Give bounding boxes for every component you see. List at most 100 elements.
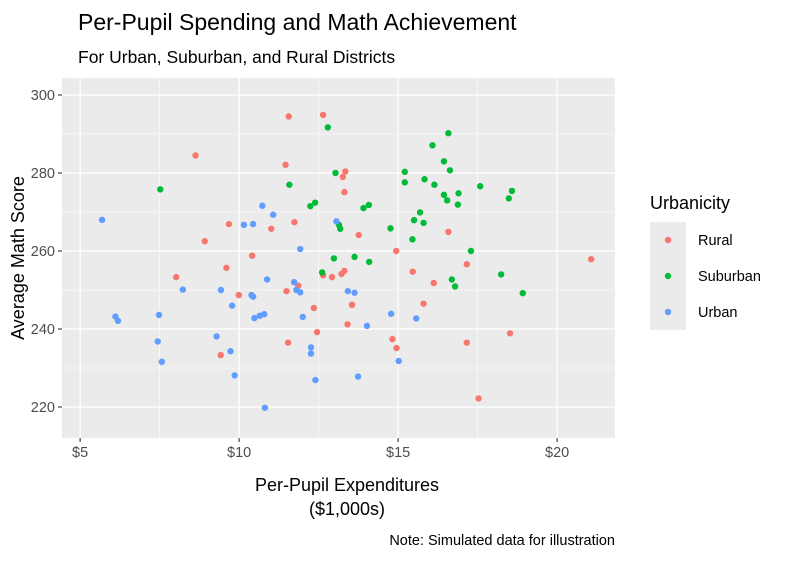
point-rural	[192, 152, 199, 159]
point-suburban	[454, 201, 462, 208]
axes: $5 $10 $15 $20 220 240 260 280 300	[31, 88, 569, 461]
point-urban	[259, 202, 266, 209]
point-suburban	[157, 186, 164, 193]
point-rural	[285, 113, 292, 120]
point-suburban	[409, 236, 416, 243]
point-suburban	[505, 195, 512, 202]
point-rural	[284, 339, 292, 346]
point-suburban	[476, 183, 484, 190]
point-suburban	[337, 225, 344, 232]
chart-caption: Note: Simulated data for illustration	[389, 533, 615, 549]
y-tick-label: 300	[31, 88, 55, 104]
point-suburban	[448, 276, 456, 283]
legend-marker-rural	[664, 236, 672, 244]
legend-title: Urbanicity	[650, 193, 730, 213]
point-urban	[296, 245, 304, 253]
point-rural	[319, 111, 327, 119]
point-urban	[114, 317, 122, 325]
legend-marker-suburban	[664, 272, 672, 280]
point-urban	[307, 350, 315, 357]
point-suburban	[401, 179, 409, 186]
point-rural	[235, 291, 243, 299]
point-rural	[268, 225, 275, 232]
point-urban	[387, 310, 395, 317]
point-rural	[172, 273, 180, 281]
point-urban	[179, 286, 187, 293]
point-urban	[158, 358, 166, 365]
point-rural	[409, 268, 416, 275]
point-urban	[344, 287, 352, 295]
point-urban	[263, 276, 271, 283]
point-suburban	[360, 204, 367, 212]
point-urban	[333, 218, 340, 225]
point-rural	[310, 304, 318, 312]
point-suburban	[440, 158, 448, 165]
point-suburban	[451, 283, 459, 290]
point-suburban	[330, 255, 338, 262]
point-suburban	[421, 176, 428, 183]
point-rural	[217, 351, 224, 359]
chart-subtitle: For Urban, Suburban, and Rural Districts	[78, 47, 395, 67]
point-urban	[213, 333, 220, 340]
point-rural	[389, 335, 396, 343]
point-urban	[299, 313, 306, 321]
point-suburban	[387, 225, 394, 232]
legend-label-urban: Urban	[698, 305, 738, 321]
point-rural	[313, 328, 321, 336]
point-urban	[261, 404, 269, 411]
point-suburban	[324, 124, 332, 131]
point-urban	[155, 311, 163, 319]
point-urban	[154, 338, 161, 345]
point-urban	[240, 221, 248, 229]
chart-title: Per-Pupil Spending and Math Achievement	[78, 9, 517, 35]
point-rural	[393, 344, 400, 352]
point-suburban	[401, 168, 409, 176]
point-suburban	[307, 202, 314, 210]
point-rural	[328, 273, 336, 281]
point-urban	[251, 314, 258, 322]
legend: Urbanicity Rural Suburban Urban	[650, 193, 761, 330]
point-rural	[291, 218, 298, 226]
legend-marker-urban	[664, 308, 672, 316]
point-urban	[413, 315, 420, 322]
point-rural	[587, 255, 595, 263]
point-rural	[445, 228, 452, 236]
point-suburban	[519, 289, 526, 297]
point-rural	[342, 168, 349, 175]
point-rural	[506, 330, 514, 337]
point-urban	[98, 216, 106, 224]
y-tick-label: 220	[31, 400, 55, 416]
x-tick-label: $20	[545, 445, 569, 461]
x-axis-label-line-1: Per-Pupil Expenditures	[255, 475, 439, 495]
point-urban	[231, 372, 238, 379]
point-urban	[249, 293, 257, 300]
point-suburban	[440, 191, 448, 199]
point-rural	[283, 287, 290, 295]
point-suburban	[416, 209, 424, 216]
point-urban	[307, 344, 315, 351]
point-rural	[348, 301, 356, 309]
y-tick-label: 280	[31, 166, 55, 182]
point-suburban	[431, 181, 438, 188]
point-urban	[354, 373, 362, 380]
point-urban	[217, 286, 225, 294]
point-urban	[228, 302, 236, 309]
point-suburban	[443, 197, 451, 204]
x-tick-label: $10	[227, 445, 251, 461]
data-points	[98, 111, 595, 411]
point-suburban	[311, 199, 319, 206]
point-suburban	[455, 190, 462, 197]
point-suburban	[445, 130, 452, 137]
point-urban	[290, 278, 298, 286]
point-rural	[393, 247, 400, 255]
plot-panel	[62, 78, 615, 438]
point-rural	[475, 395, 482, 402]
point-rural	[341, 267, 348, 275]
legend-label-suburban: Suburban	[698, 269, 761, 285]
point-rural	[420, 300, 427, 307]
point-suburban	[410, 216, 418, 224]
point-rural	[339, 173, 346, 181]
point-suburban	[286, 181, 293, 188]
point-rural	[225, 220, 233, 228]
